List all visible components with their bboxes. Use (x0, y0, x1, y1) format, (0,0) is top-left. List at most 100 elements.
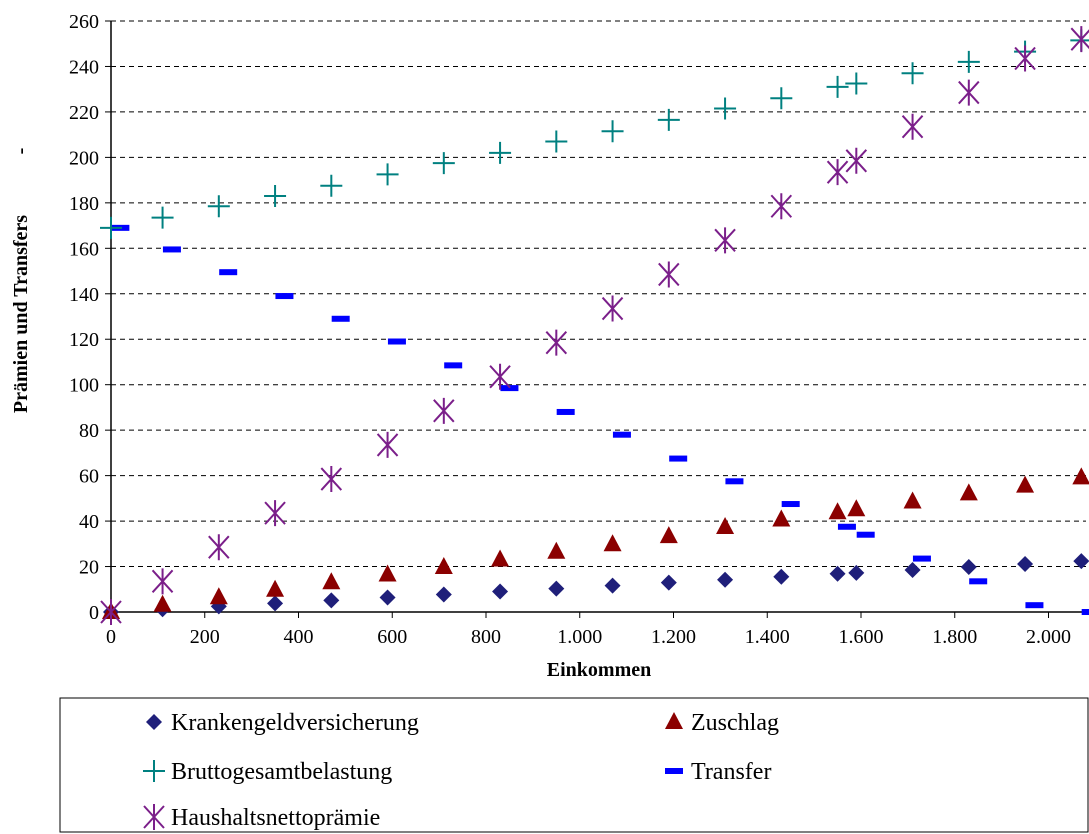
x-axis-title: Einkommen (547, 659, 651, 681)
data-point (545, 329, 568, 356)
data-point (264, 185, 287, 208)
data-point (1014, 45, 1036, 72)
data-point (548, 580, 565, 597)
x-tick-label: 0 (106, 626, 116, 648)
data-point (714, 97, 737, 120)
data-point (658, 261, 680, 288)
legend-box (59, 697, 1089, 833)
data-point (901, 62, 924, 85)
data-point (1073, 553, 1089, 570)
data-point (657, 108, 680, 131)
x-tick-label: 800 (471, 626, 501, 648)
data-point (545, 130, 568, 153)
data-point (828, 502, 847, 520)
data-point (387, 338, 406, 345)
data-point (432, 152, 455, 175)
y-tick-label: 240 (69, 56, 99, 78)
data-point (207, 195, 230, 218)
y-tick-label: 220 (69, 102, 99, 124)
data-point (1070, 26, 1089, 53)
data-point (601, 295, 624, 322)
data-point (322, 572, 341, 590)
data-point (489, 363, 511, 390)
data-point (379, 589, 396, 606)
y-tick-label: 180 (69, 193, 99, 215)
data-point (901, 113, 924, 140)
data-point (912, 555, 931, 562)
data-point (275, 293, 294, 300)
y-tick-labels: 0 20 40 60 80 100 120 140 160 180 200 220 240 260 (69, 11, 99, 624)
legend-marker (146, 714, 162, 730)
data-point (100, 599, 122, 625)
y-tick-label: 260 (69, 11, 99, 33)
data-point (489, 141, 512, 164)
data-point (848, 564, 865, 581)
data-point (162, 246, 181, 253)
data-point (829, 565, 846, 582)
data-point (826, 75, 849, 98)
data-point (958, 79, 980, 106)
x-tick-label: 1.000 (557, 626, 602, 648)
data-point (604, 577, 621, 594)
x-tick-label: 200 (190, 626, 220, 648)
data-point (845, 147, 868, 174)
data-point (669, 455, 688, 462)
data-point (320, 174, 343, 197)
data-point (714, 227, 736, 254)
legend-marker (665, 768, 683, 774)
data-point (781, 501, 800, 508)
series-plus (100, 29, 1089, 239)
gridlines (111, 20, 1086, 568)
data-point (856, 531, 875, 538)
legend-item: Haushaltsnettoprämie (143, 804, 380, 831)
series-star (100, 26, 1089, 625)
data-point (264, 500, 286, 527)
data-points (100, 26, 1089, 625)
data-point (837, 523, 856, 530)
y-axis-title: Prämien und Transfers (10, 215, 32, 413)
legend-item: Zuschlag (665, 710, 779, 736)
data-point (435, 586, 452, 603)
series-triangle (102, 467, 1089, 619)
data-point (378, 564, 397, 582)
data-point (716, 516, 735, 534)
data-point (492, 583, 509, 600)
data-point (556, 408, 575, 415)
data-point (433, 397, 455, 424)
legend: Krankengeldversicherung Zuschlag Bruttoges… (59, 697, 1089, 833)
legend-label: Zuschlag (691, 710, 779, 736)
x-tick-label: 400 (284, 626, 314, 648)
data-point (826, 159, 849, 186)
data-point (969, 578, 988, 585)
data-point (208, 534, 230, 561)
data-point (1016, 475, 1035, 493)
data-point (959, 483, 978, 501)
y-tick-label: 0 (89, 602, 99, 624)
data-point (444, 362, 463, 369)
data-point (100, 216, 122, 239)
data-point (957, 50, 980, 73)
x-tick-label: 1.800 (932, 626, 977, 648)
data-point (772, 509, 791, 527)
data-point (151, 568, 174, 595)
data-point (659, 526, 678, 544)
data-point (1072, 467, 1089, 485)
legend-marker (665, 712, 683, 729)
data-point (904, 561, 921, 578)
x-tick-label: 1.200 (651, 626, 696, 648)
data-point (847, 499, 866, 517)
data-point (725, 478, 744, 485)
data-point (153, 594, 172, 612)
y-tick-label: 40 (79, 511, 99, 533)
y-axis-title-suffix: - (10, 148, 32, 155)
data-point (845, 72, 868, 95)
legend-label: Bruttogesamtbelastung (171, 759, 392, 785)
data-point (219, 269, 238, 276)
y-tick-label: 140 (69, 284, 99, 306)
data-point (151, 206, 174, 229)
y-tick-label: 120 (69, 329, 99, 351)
y-tick-label: 200 (69, 147, 99, 169)
data-point (209, 587, 228, 605)
data-point (770, 87, 793, 110)
x-tick-label: 1.600 (839, 626, 884, 648)
